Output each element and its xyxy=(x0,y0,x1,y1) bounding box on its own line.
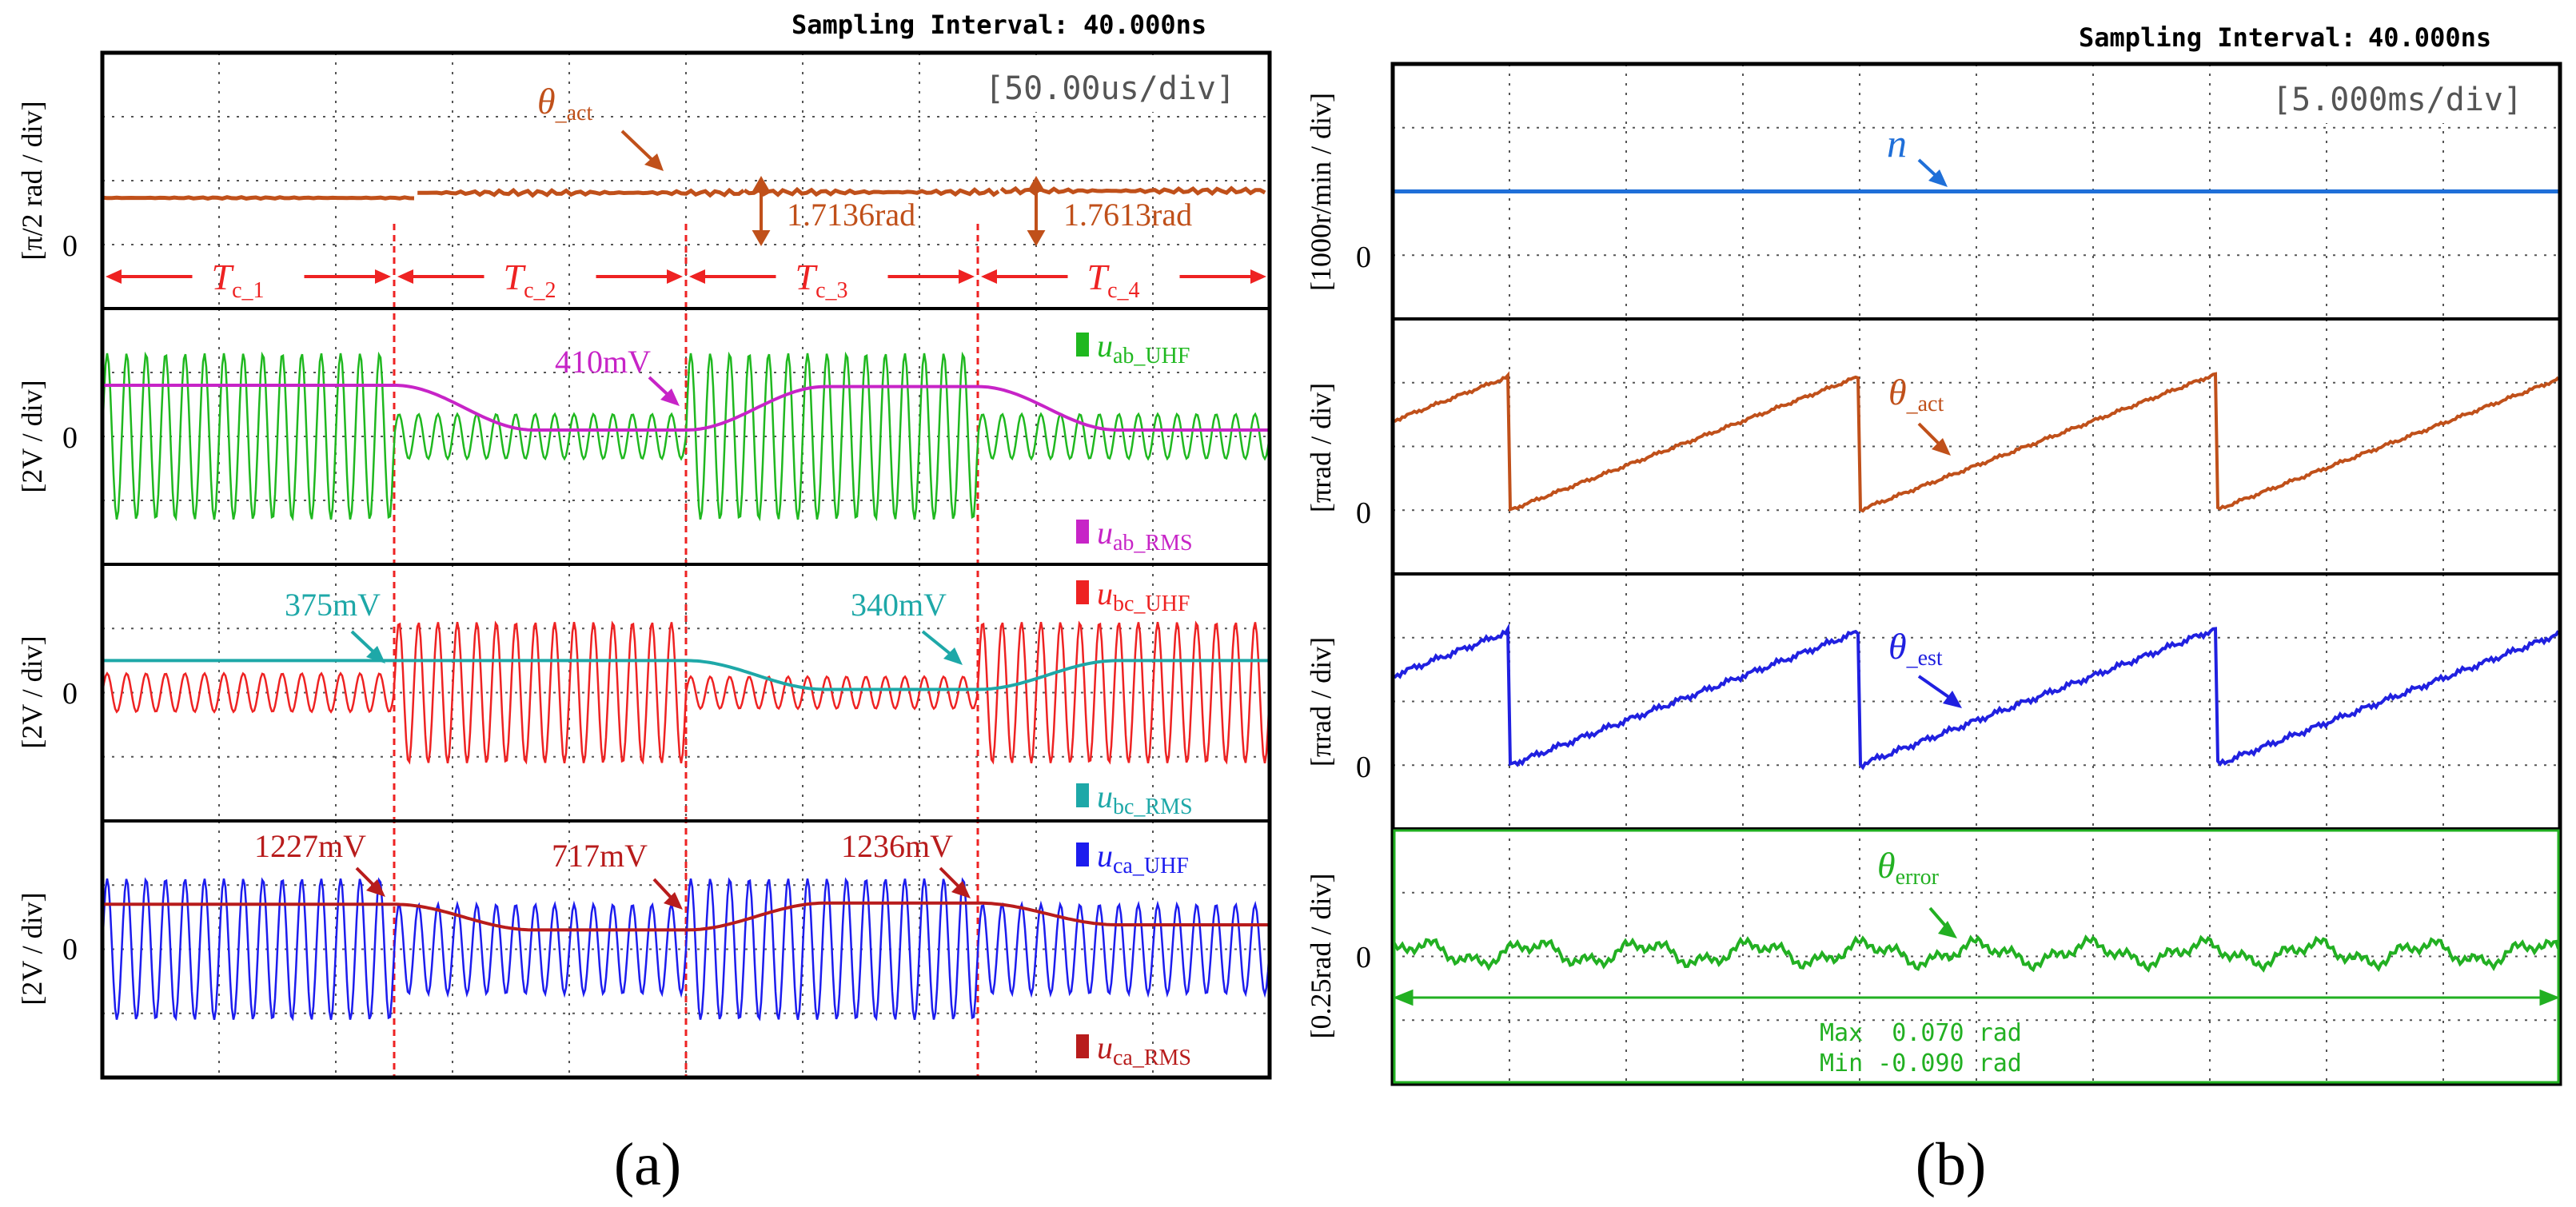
legend-swatch-ubc-uhf xyxy=(1076,580,1089,604)
panel-b-zero-4: 0 xyxy=(1356,941,1371,974)
panel-b: Sampling Interval: 40.000ns [5.000ms/div… xyxy=(1305,22,2562,1198)
a-interval-head-l-3 xyxy=(689,269,705,284)
legend-ubc-rms: ubc_RMS xyxy=(1097,779,1193,819)
panel-a-sampling-value: 40.000ns xyxy=(1083,10,1206,40)
a-delta-value-1: 1.7136rad xyxy=(787,197,915,233)
a-ca-rms-trace xyxy=(102,901,1270,932)
b-theta-act-label: θ_act xyxy=(1888,372,1944,416)
a-interval-label-1: Tc_1 xyxy=(212,257,265,303)
a-theta-act-trace-3 xyxy=(743,186,1000,197)
panel-a-label: (a) xyxy=(614,1131,681,1198)
panel-a-traces xyxy=(101,185,1271,1078)
a-delta-marker-1 xyxy=(752,175,771,247)
panel-a-grid xyxy=(102,53,1270,1078)
b-theta-est-trace xyxy=(1392,623,2560,771)
b-n-label: n xyxy=(1887,121,1907,165)
a-theta-act-trace-2 xyxy=(417,187,745,198)
panel-a-ylabel-3: [2V / div] xyxy=(16,635,48,748)
a-interval-head-r-3 xyxy=(959,269,975,284)
a-interval-head-r-4 xyxy=(1250,269,1266,284)
a-interval-head-l-4 xyxy=(981,269,997,284)
panel-b-sampling-label: Sampling Interval: xyxy=(2079,22,2356,53)
panel-b-ylabel-2: [πrad / div] xyxy=(1305,383,1337,512)
a-annot-410mv: 410mV xyxy=(555,344,651,380)
a-interval-head-l-1 xyxy=(106,269,122,284)
legend-swatch-uca-uhf xyxy=(1076,843,1089,866)
a-delta-marker-2 xyxy=(1027,175,1046,247)
legend-swatch-ubc-rms xyxy=(1076,783,1089,807)
a-ab-rms-trace xyxy=(102,384,1270,432)
a-delta-value-2: 1.7613rad xyxy=(1063,197,1192,233)
panel-b-timebase: [5.000ms/div] xyxy=(2272,82,2522,118)
panel-a-ylabel-2: [2V / div] xyxy=(16,380,48,492)
b-min-readout: Min -0.090 rad xyxy=(1820,1050,2022,1078)
panel-a-zero-2: 0 xyxy=(62,421,78,455)
a-interval-head-r-2 xyxy=(667,269,683,284)
b-theta-est-label: θ_est xyxy=(1888,626,1943,671)
legend-uca-uhf: uca_UHF xyxy=(1097,838,1189,878)
legend-ubc-uhf: ubc_UHF xyxy=(1097,576,1190,616)
panel-b-ylabel-3: [πrad / div] xyxy=(1305,637,1337,767)
a-annot-717mv: 717mV xyxy=(552,838,648,874)
panel-b-ylabel-4: [0.25rad / div] xyxy=(1305,874,1337,1039)
b-theta-error-label: θerror xyxy=(1877,845,1940,890)
a-ab-uhf-trace xyxy=(101,351,1271,522)
legend-uab-uhf: uab_UHF xyxy=(1097,328,1190,368)
legend-swatch-uca-rms xyxy=(1076,1034,1089,1058)
panel-a-timebase: [50.00us/div] xyxy=(985,70,1235,107)
panel-a-zero-4: 0 xyxy=(62,933,78,966)
panel-b-ylabel-1: [1000r/min / div] xyxy=(1305,93,1337,291)
a-theta-act-label: θ_act xyxy=(537,81,592,125)
panel-b-label: (b) xyxy=(1916,1131,1987,1198)
b-theta-error-trace xyxy=(1391,934,2560,973)
legend-uca-rms: uca_RMS xyxy=(1097,1030,1191,1070)
a-theta-act-trace-1 xyxy=(102,195,415,201)
a-bc-uhf-trace xyxy=(101,620,1271,765)
a-annot-340mv: 340mV xyxy=(851,587,947,623)
panel-b-error-border xyxy=(1393,829,2560,1084)
panel-b-grid xyxy=(1393,64,2560,1084)
a-theta-act-trace-4 xyxy=(999,185,1266,197)
a-interval-label-4: Tc_4 xyxy=(1087,257,1140,303)
a-interval-label-2: Tc_2 xyxy=(504,257,556,303)
a-bc-rms-trace xyxy=(102,659,1270,691)
panel-a-ylabel-1: [π/2 rad / div] xyxy=(16,101,48,260)
legend-swatch-uab-uhf xyxy=(1076,333,1089,357)
panel-a-intervals: Tc_1 Tc_2 Tc_3 Tc_4 xyxy=(106,257,1266,303)
a-interval-head-r-1 xyxy=(375,269,391,284)
panel-a-zero-3: 0 xyxy=(62,677,78,711)
a-ca-uhf-trace xyxy=(101,877,1271,1022)
b-theta-act-trace xyxy=(1392,371,2560,513)
a-annot-1227mv: 1227mV xyxy=(254,828,366,864)
a-annot-375mv: 375mV xyxy=(285,587,381,623)
b-max-readout: Max 0.070 rad xyxy=(1820,1019,2022,1047)
a-interval-head-l-2 xyxy=(397,269,413,284)
panel-b-zero-1: 0 xyxy=(1356,241,1371,274)
panel-b-sampling-value: 40.000ns xyxy=(2368,22,2491,53)
a-interval-label-3: Tc_3 xyxy=(796,257,848,303)
legend-swatch-uab-rms xyxy=(1076,520,1089,544)
panel-a-sampling-label: Sampling Interval: xyxy=(792,10,1069,40)
b-measure-span xyxy=(1392,989,2561,1006)
panel-b-traces xyxy=(1391,189,2560,973)
panel-a-ylabel-4: [2V / div] xyxy=(16,892,48,1005)
panel-b-zero-2: 0 xyxy=(1356,496,1371,530)
a-annot-1236mv: 1236mV xyxy=(841,828,953,864)
panel-b-zero-3: 0 xyxy=(1356,751,1371,784)
panel-a: Sampling Interval: 40.000ns [50.00us/div… xyxy=(16,10,1272,1198)
panel-a-zero-1: 0 xyxy=(62,229,78,263)
legend-uab-rms: uab_RMS xyxy=(1097,515,1193,556)
